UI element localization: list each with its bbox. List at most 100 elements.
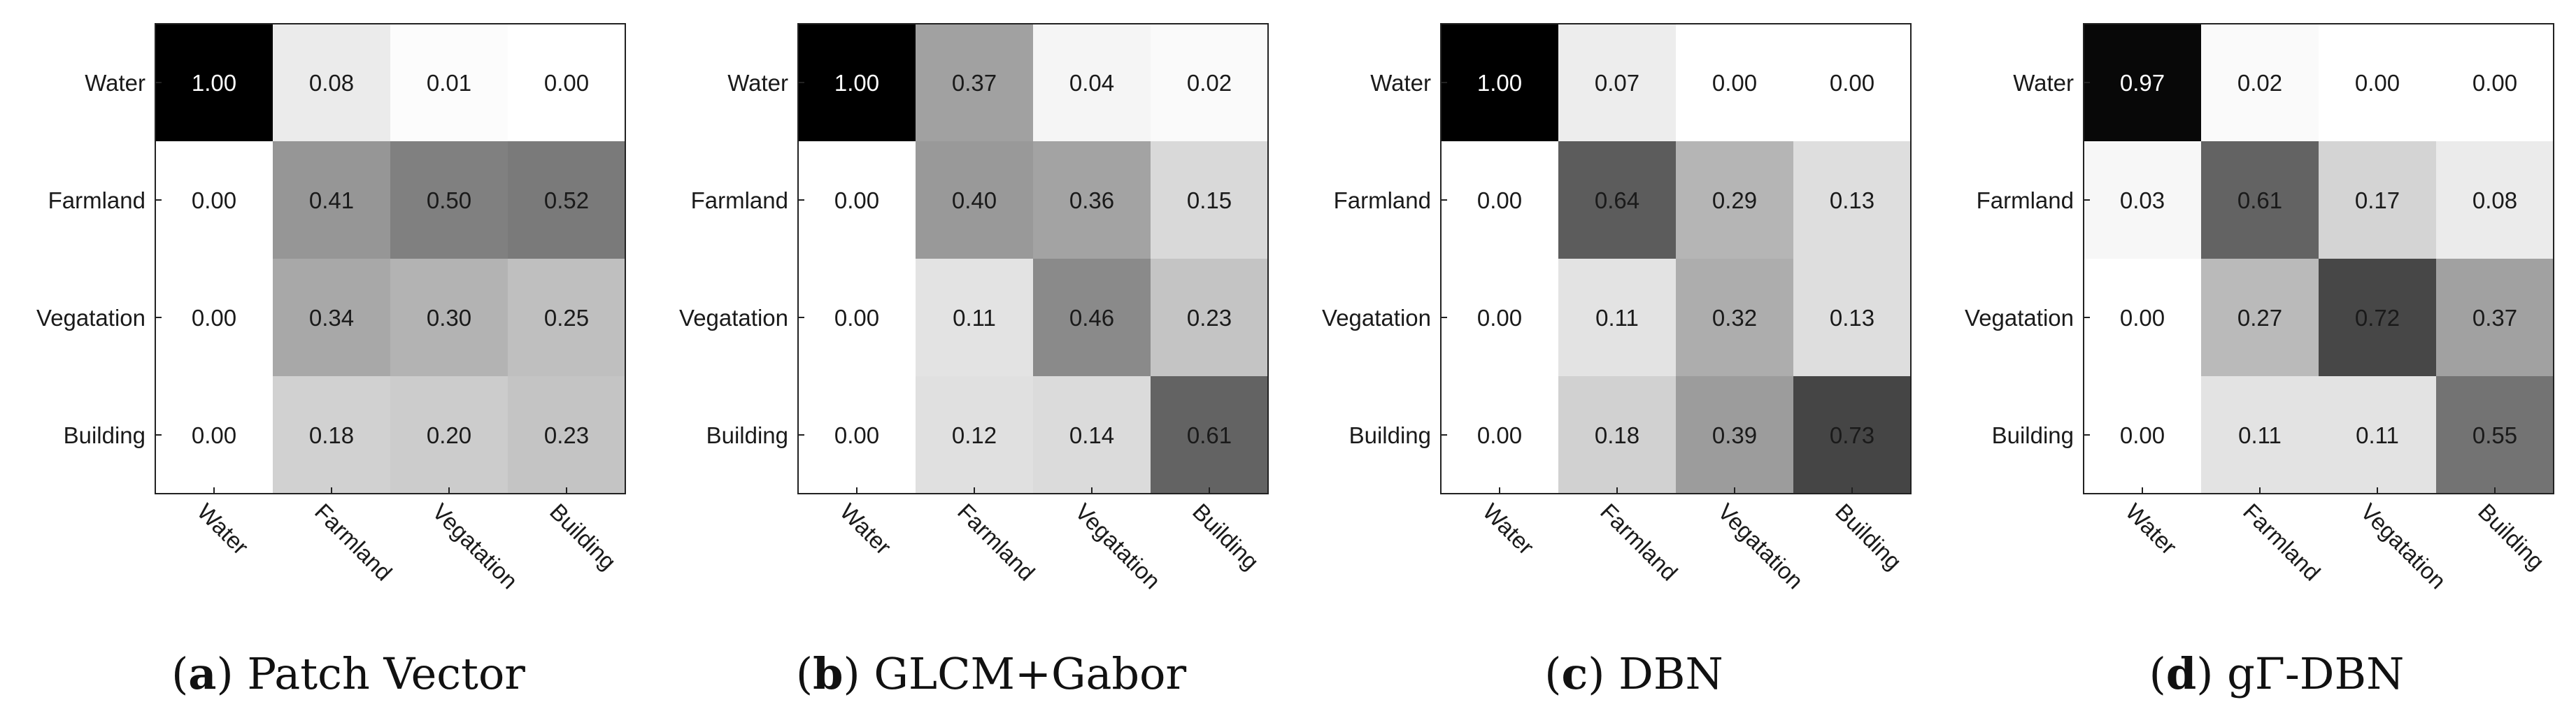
row-label-building: Building [1349,422,1431,448]
cell-r2-c1 [273,259,390,376]
cell-value-r0-c0: 1.00 [1477,70,1522,96]
cell-value-r1-c2: 0.29 [1712,187,1757,213]
col-label-water: Water [835,499,897,560]
cell-r1-c1 [916,141,1033,259]
col-label-building: Building [1830,499,1907,575]
cell-r3-c2 [1033,376,1151,494]
cell-value-r1-c1: 0.41 [309,187,354,213]
cell-value-r0-c2: 0.00 [1712,70,1757,96]
col-label-building: Building [2473,499,2549,575]
cell-value-r1-c0: 0.00 [834,187,879,213]
cell-r2-c2 [1033,259,1151,376]
row-label-farmland: Farmland [691,187,788,213]
cell-value-r0-c2: 0.00 [2355,70,2400,96]
cell-value-r0-c0: 0.97 [2120,70,2165,96]
row-label-building: Building [64,422,145,448]
row-label-water: Water [1370,70,1431,96]
cell-value-r2-c3: 0.37 [2472,305,2517,331]
cell-value-r3-c1: 0.18 [309,422,354,448]
row-label-building: Building [1992,422,2074,448]
caption-paren-open: ( [796,648,813,699]
cell-value-r3-c1: 0.18 [1595,422,1639,448]
cell-value-r3-c2: 0.14 [1069,422,1114,448]
cell-value-r1-c2: 0.17 [2355,187,2400,213]
matrix-frame [1440,23,1912,494]
caption-title: DBN [1618,648,1723,699]
cell-value-r3-c3: 0.73 [1830,422,1874,448]
cell-value-r2-c0: 0.00 [2120,305,2165,331]
cell-value-r0-c3: 0.00 [544,70,589,96]
cell-r3-c3 [508,376,625,494]
cell-r2-c2 [390,259,508,376]
cell-r0-c0 [155,24,273,141]
cell-r0-c1 [1558,24,1676,141]
cell-r2-c3 [508,259,625,376]
col-label-building: Building [1188,499,1264,575]
cell-r0-c1 [2201,24,2319,141]
cell-r2-c3 [1151,259,1268,376]
panel-caption: (a) Patch Vector [171,648,525,699]
cell-r0-c3 [2436,24,2554,141]
cell-value-r0-c1: 0.08 [309,70,354,96]
cell-value-r2-c0: 0.00 [834,305,879,331]
row-label-water: Water [2013,70,2074,96]
cell-value-r1-c3: 0.52 [544,187,589,213]
caption-title: GLCM+Gabor [874,648,1186,699]
caption-paren-open: ( [1544,648,1561,699]
cell-r2-c0 [1441,259,1558,376]
cell-value-r1-c3: 0.15 [1187,187,1232,213]
cell-value-r1-c3: 0.08 [2472,187,2517,213]
cell-value-r3-c3: 0.61 [1187,422,1232,448]
cell-value-r2-c1: 0.11 [953,305,996,331]
col-label-farmland: Farmland [953,499,1040,586]
caption-letter: d [2166,648,2196,699]
cell-value-r2-c2: 0.72 [2355,305,2400,331]
row-label-farmland: Farmland [1977,187,2074,213]
matrix-frame [155,23,626,494]
caption-paren-close: ) [843,648,874,699]
cell-value-r1-c0: 0.03 [2120,187,2165,213]
cell-r1-c1 [2201,141,2319,259]
cell-r3-c3 [1151,376,1268,494]
cell-r1-c1 [273,141,390,259]
cell-value-r0-c0: 1.00 [834,70,879,96]
cell-value-r0-c1: 0.37 [952,70,997,96]
cell-r0-c0 [1441,24,1558,141]
caption-paren-open: ( [2149,648,2166,699]
cell-r3-c1 [916,376,1033,494]
cell-value-r2-c2: 0.32 [1712,305,1757,331]
cell-r3-c2 [2319,376,2436,494]
cell-value-r3-c0: 0.00 [1477,422,1522,448]
cell-r1-c1 [1558,141,1676,259]
caption-paren-close: ) [1588,648,1618,699]
confusion-matrix-a: 1.00 0.08 0.01 0.00 0.00 0.41 0.50 0.52 0.00 0.34… [36,23,626,699]
cell-r0-c2 [1676,24,1793,141]
cell-r0-c1 [916,24,1033,141]
cell-r0-c0 [798,24,916,141]
cell-r1-c2 [1676,141,1793,259]
matrix-frame [797,23,1269,494]
caption-title: gΓ-DBN [2227,648,2404,699]
cell-value-r0-c3: 0.02 [1187,70,1232,96]
cell-r1-c0 [155,141,273,259]
row-label-vegatation: Vegatation [36,305,145,331]
row-label-vegatation: Vegatation [1965,305,2074,331]
cell-r1-c3 [2436,141,2554,259]
cell-value-r3-c2: 0.11 [2356,422,2399,448]
caption-paren-open: ( [171,648,188,699]
cell-value-r0-c2: 0.04 [1069,70,1114,96]
cell-r3-c3 [2436,376,2554,494]
confusion-matrix-d: 0.97 0.02 0.00 0.00 0.03 0.61 0.17 0.08 0.00 0.27… [1965,23,2554,699]
cell-r1-c3 [1151,141,1268,259]
cell-r3-c3 [1793,376,1911,494]
cell-r1-c0 [1441,141,1558,259]
cell-value-r3-c1: 0.11 [2238,422,2282,448]
cell-r2-c1 [2201,259,2319,376]
cell-r0-c2 [2319,24,2436,141]
col-label-water: Water [1478,499,1539,560]
cell-value-r1-c3: 0.13 [1830,187,1874,213]
cell-value-r3-c0: 0.00 [2120,422,2165,448]
cell-value-r3-c3: 0.23 [544,422,589,448]
cell-value-r1-c0: 0.00 [192,187,236,213]
cell-r1-c2 [2319,141,2436,259]
